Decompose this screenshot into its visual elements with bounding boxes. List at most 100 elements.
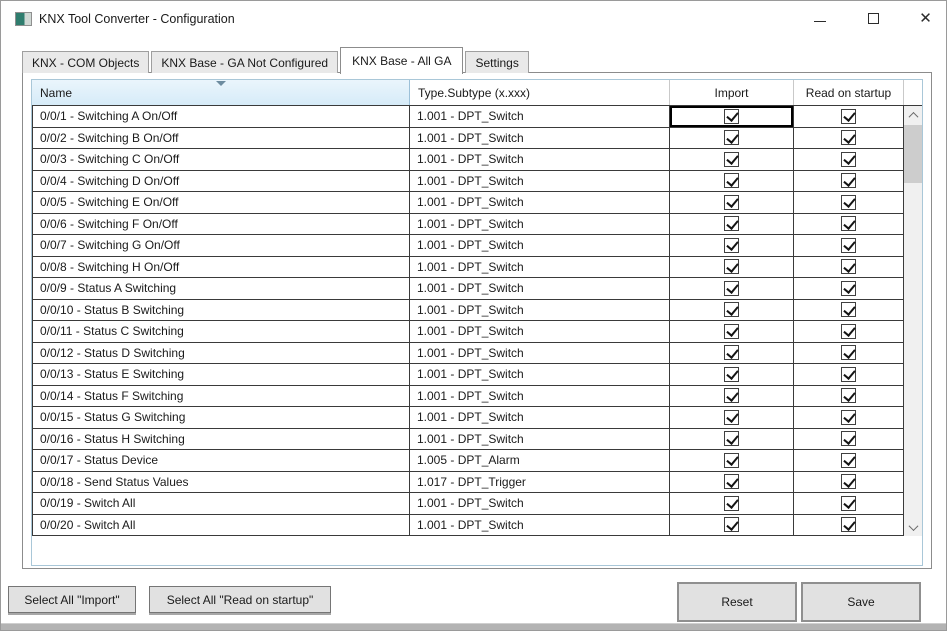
cell-import[interactable] [670, 321, 794, 342]
import-checkbox[interactable] [724, 237, 739, 253]
cell-read-on-startup[interactable] [794, 342, 904, 363]
scrollbar-thumb[interactable] [904, 125, 922, 183]
import-checkbox[interactable] [724, 431, 739, 447]
cell-type-subtype[interactable]: 1.017 - DPT_Trigger [410, 471, 670, 492]
cell-read-on-startup[interactable] [794, 213, 904, 234]
import-checkbox[interactable] [724, 173, 739, 189]
cell-import[interactable] [670, 256, 794, 277]
cell-read-on-startup[interactable] [794, 450, 904, 471]
read-on-startup-checkbox[interactable] [841, 216, 856, 232]
read-on-startup-checkbox[interactable] [841, 495, 856, 511]
read-on-startup-checkbox[interactable] [841, 302, 856, 318]
cell-name[interactable]: 0/0/16 - Status H Switching [32, 428, 410, 449]
read-on-startup-checkbox[interactable] [841, 474, 856, 490]
cell-name[interactable]: 0/0/14 - Status F Switching [32, 385, 410, 406]
cell-import[interactable] [670, 493, 794, 514]
cell-read-on-startup[interactable] [794, 364, 904, 385]
read-on-startup-checkbox[interactable] [841, 194, 856, 210]
cell-type-subtype[interactable]: 1.001 - DPT_Switch [410, 428, 670, 449]
cell-import[interactable] [670, 213, 794, 234]
cell-name[interactable]: 0/0/2 - Switching B On/Off [32, 127, 410, 148]
import-checkbox[interactable] [724, 452, 739, 468]
cell-name[interactable]: 0/0/9 - Status A Switching [32, 278, 410, 299]
cell-name[interactable]: 0/0/12 - Status D Switching [32, 342, 410, 363]
cell-type-subtype[interactable]: 1.001 - DPT_Switch [410, 256, 670, 277]
cell-type-subtype[interactable]: 1.001 - DPT_Switch [410, 127, 670, 148]
read-on-startup-checkbox[interactable] [841, 323, 856, 339]
import-checkbox[interactable] [724, 474, 739, 490]
import-checkbox[interactable] [724, 517, 739, 533]
cell-type-subtype[interactable]: 1.001 - DPT_Switch [410, 385, 670, 406]
close-button[interactable]: ✕ [903, 1, 946, 35]
import-checkbox[interactable] [724, 366, 739, 382]
cell-type-subtype[interactable]: 1.001 - DPT_Switch [410, 192, 670, 213]
column-header-import[interactable]: Import [670, 80, 794, 105]
tab-knx-base-all-ga[interactable]: KNX Base - All GA [340, 47, 464, 74]
cell-type-subtype[interactable]: 1.001 - DPT_Switch [410, 170, 670, 191]
cell-type-subtype[interactable]: 1.001 - DPT_Switch [410, 213, 670, 234]
cell-read-on-startup[interactable] [794, 471, 904, 492]
cell-name[interactable]: 0/0/7 - Switching G On/Off [32, 235, 410, 256]
cell-import[interactable] [670, 428, 794, 449]
read-on-startup-checkbox[interactable] [841, 409, 856, 425]
cell-name[interactable]: 0/0/5 - Switching E On/Off [32, 192, 410, 213]
cell-name[interactable]: 0/0/20 - Switch All [32, 514, 410, 535]
import-checkbox[interactable] [724, 495, 739, 511]
scrollbar-down-button[interactable] [904, 518, 922, 536]
cell-import[interactable] [670, 235, 794, 256]
column-header-read-on-startup[interactable]: Read on startup [794, 80, 904, 105]
cell-import[interactable] [670, 106, 794, 127]
cell-type-subtype[interactable]: 1.001 - DPT_Switch [410, 235, 670, 256]
cell-name[interactable]: 0/0/4 - Switching D On/Off [32, 170, 410, 191]
cell-import[interactable] [670, 299, 794, 320]
tab-settings[interactable]: Settings [465, 51, 529, 73]
read-on-startup-checkbox[interactable] [841, 345, 856, 361]
cell-name[interactable]: 0/0/8 - Switching H On/Off [32, 256, 410, 277]
cell-read-on-startup[interactable] [794, 299, 904, 320]
cell-read-on-startup[interactable] [794, 192, 904, 213]
import-checkbox[interactable] [724, 345, 739, 361]
maximize-button[interactable] [851, 1, 896, 35]
import-checkbox[interactable] [724, 259, 739, 275]
read-on-startup-checkbox[interactable] [841, 108, 856, 124]
import-checkbox[interactable] [724, 409, 739, 425]
save-button[interactable]: Save [801, 582, 921, 622]
import-checkbox[interactable] [724, 280, 739, 296]
cell-import[interactable] [670, 471, 794, 492]
cell-type-subtype[interactable]: 1.001 - DPT_Switch [410, 299, 670, 320]
read-on-startup-checkbox[interactable] [841, 431, 856, 447]
import-checkbox[interactable] [724, 216, 739, 232]
read-on-startup-checkbox[interactable] [841, 517, 856, 533]
cell-type-subtype[interactable]: 1.001 - DPT_Switch [410, 407, 670, 428]
cell-type-subtype[interactable]: 1.001 - DPT_Switch [410, 149, 670, 170]
cell-name[interactable]: 0/0/15 - Status G Switching [32, 407, 410, 428]
read-on-startup-checkbox[interactable] [841, 259, 856, 275]
cell-import[interactable] [670, 192, 794, 213]
cell-import[interactable] [670, 127, 794, 148]
read-on-startup-checkbox[interactable] [841, 280, 856, 296]
read-on-startup-checkbox[interactable] [841, 173, 856, 189]
read-on-startup-checkbox[interactable] [841, 151, 856, 167]
cell-name[interactable]: 0/0/1 - Switching A On/Off [32, 106, 410, 127]
import-checkbox[interactable] [724, 302, 739, 318]
cell-read-on-startup[interactable] [794, 127, 904, 148]
cell-import[interactable] [670, 342, 794, 363]
import-checkbox[interactable] [724, 323, 739, 339]
read-on-startup-checkbox[interactable] [841, 452, 856, 468]
cell-type-subtype[interactable]: 1.005 - DPT_Alarm [410, 450, 670, 471]
cell-read-on-startup[interactable] [794, 149, 904, 170]
cell-import[interactable] [670, 278, 794, 299]
cell-name[interactable]: 0/0/11 - Status C Switching [32, 321, 410, 342]
cell-read-on-startup[interactable] [794, 493, 904, 514]
import-checkbox[interactable] [724, 151, 739, 167]
cell-import[interactable] [670, 407, 794, 428]
cell-import[interactable] [670, 450, 794, 471]
cell-read-on-startup[interactable] [794, 256, 904, 277]
cell-import[interactable] [670, 385, 794, 406]
cell-name[interactable]: 0/0/10 - Status B Switching [32, 299, 410, 320]
column-header-type-subtype[interactable]: Type.Subtype (x.xxx) [410, 80, 670, 105]
cell-read-on-startup[interactable] [794, 321, 904, 342]
column-header-name[interactable]: Name [32, 80, 410, 105]
minimize-button[interactable] [797, 1, 842, 35]
cell-read-on-startup[interactable] [794, 170, 904, 191]
